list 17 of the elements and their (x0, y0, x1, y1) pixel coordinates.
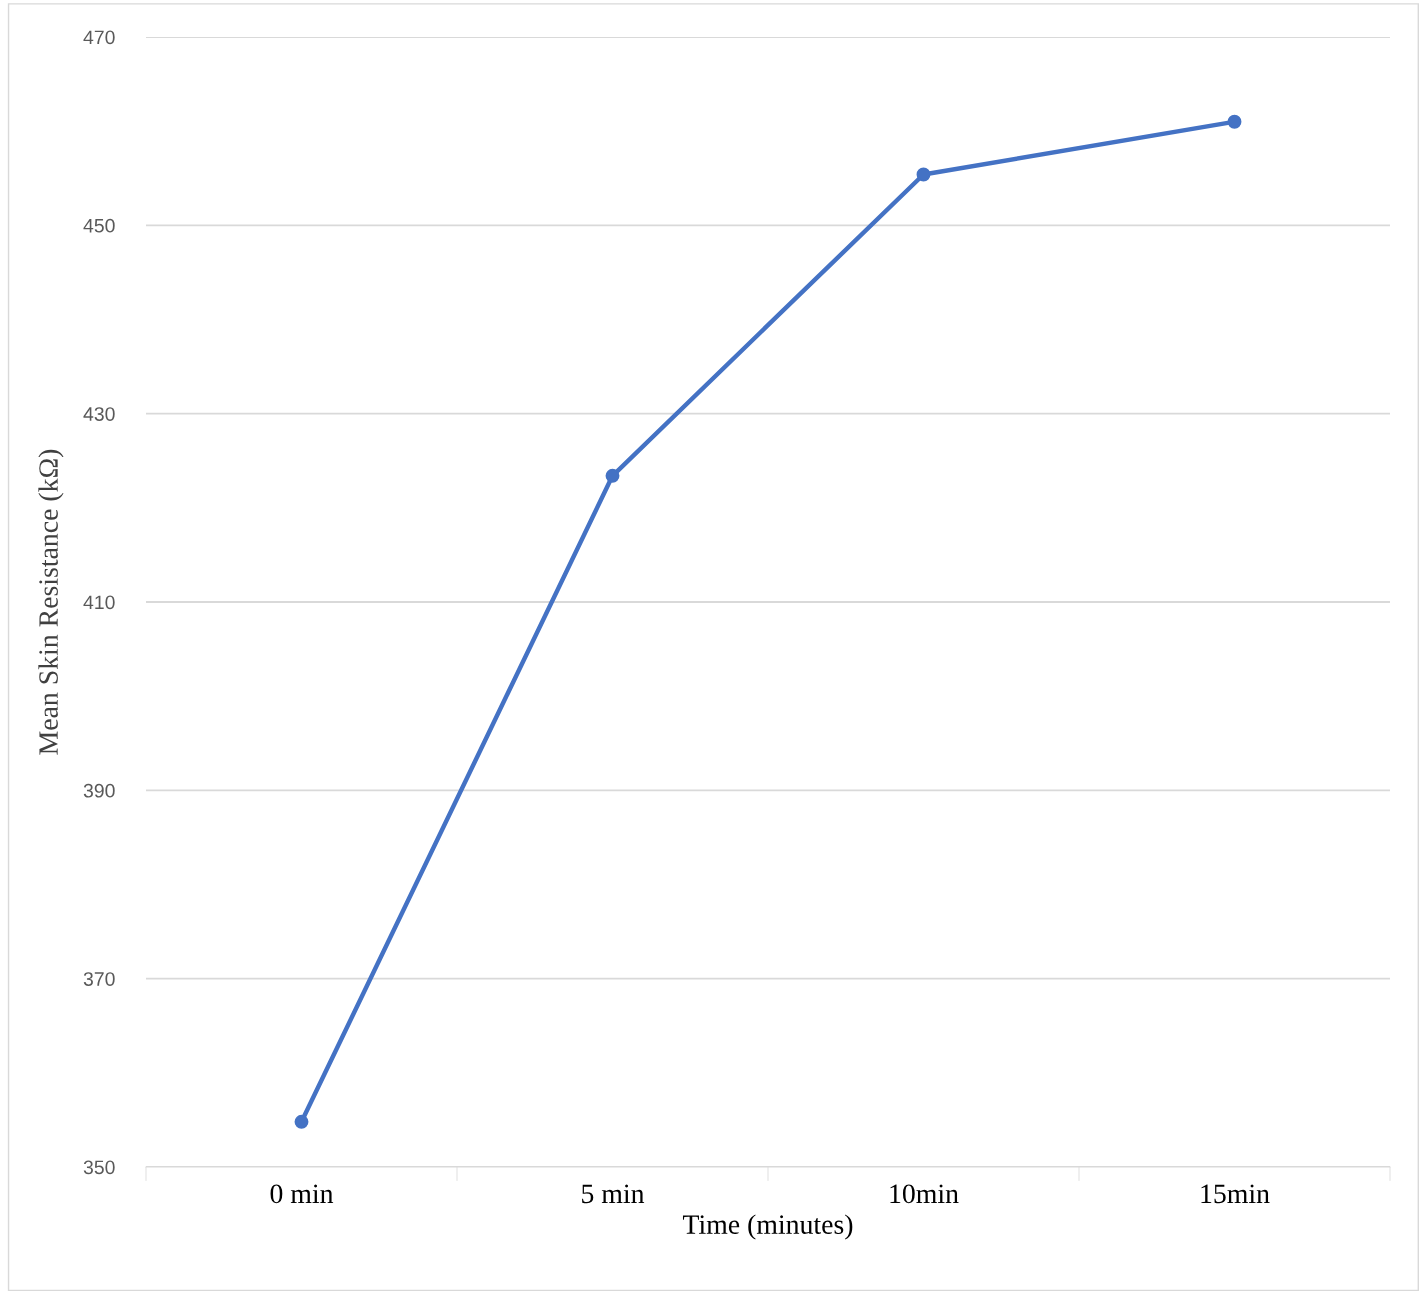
y-tick-label: 370 (83, 972, 115, 986)
y-tick-label: 470 (83, 30, 115, 45)
point (1227, 114, 1242, 129)
y-tick-label: 350 (83, 1160, 115, 1175)
y-tick-label: 430 (83, 407, 115, 421)
y-tick-label: 410 (83, 595, 115, 610)
point (916, 167, 931, 182)
y-axis-title: Mean Skin Resistance (kΩ) (38, 449, 64, 755)
x-tick-label: 5 min (582, 1184, 645, 1204)
x-tick-label: 15min (1201, 1184, 1270, 1204)
x-tick-label: 10min (890, 1184, 959, 1204)
y-tick-label: 390 (83, 783, 115, 798)
x-axis-title: Time (minutes) (682, 1214, 853, 1240)
point (605, 468, 620, 483)
x-tick-label: 0 min (270, 1184, 334, 1204)
point (294, 1114, 309, 1129)
y-tick-label: 450 (83, 218, 115, 233)
